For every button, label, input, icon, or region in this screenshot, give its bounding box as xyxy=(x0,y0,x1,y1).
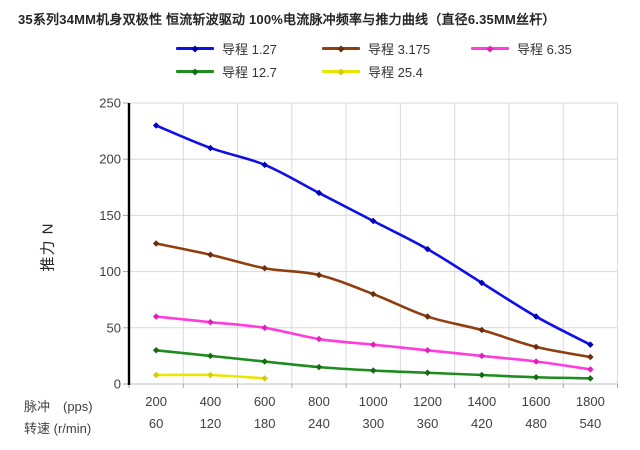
x-tick-label-pps: 800 xyxy=(308,394,330,409)
data-point-marker xyxy=(424,347,431,354)
data-point-marker xyxy=(315,363,323,371)
data-point-marker xyxy=(261,324,268,332)
legend-item-3: 导程 6.35 xyxy=(471,40,572,57)
x-tick-label-pps: 1200 xyxy=(413,394,442,409)
data-point-marker xyxy=(587,353,594,361)
y-tick-label: 150 xyxy=(99,208,121,223)
data-point-marker xyxy=(532,374,540,381)
y-tick-label: 100 xyxy=(99,264,121,279)
data-point-marker xyxy=(152,347,160,354)
y-axis-title: 推力 N xyxy=(39,222,57,272)
data-point-marker xyxy=(369,217,377,225)
series-2 xyxy=(152,240,594,361)
chart-title: 35系列34MM机身双极性 恒流斩波驱动 100%电流脉冲频率与推力曲线（直径6… xyxy=(18,12,556,27)
data-point-marker xyxy=(532,358,540,365)
data-point-marker xyxy=(315,271,323,279)
x-tick-label-rpm: 180 xyxy=(254,416,276,431)
legend-label: 导程 25.4 xyxy=(368,65,423,80)
x-tick-label-pps: 1800 xyxy=(576,394,605,409)
x-tick-labels-rpm: 60 120 180 240 300 360 420 480 540 xyxy=(149,416,601,431)
data-point-marker xyxy=(261,375,268,382)
x-tick-label-pps: 1600 xyxy=(522,394,551,409)
x-tick-label-pps: 400 xyxy=(200,394,222,409)
legend-label: 导程 1.27 xyxy=(222,42,277,57)
legend: 导程 1.27 导程 3.175 导程 6.35 导程 12.7 导程 25.4 xyxy=(0,36,640,84)
data-point-marker xyxy=(207,144,214,152)
y-tick-label: 200 xyxy=(99,152,121,167)
axes xyxy=(123,102,618,388)
data-point-marker xyxy=(152,240,160,247)
data-point-marker xyxy=(207,352,214,360)
legend-label: 导程 3.175 xyxy=(368,42,431,57)
legend-line-swatch xyxy=(471,44,509,53)
legend-item-4: 导程 12.7 xyxy=(176,63,277,80)
data-point-marker xyxy=(315,335,323,343)
data-point-marker xyxy=(261,161,268,169)
x-tick-label-pps: 600 xyxy=(254,394,276,409)
y-tick-label: 0 xyxy=(114,377,121,392)
x-axis-row2-label: 转速 (r/min) xyxy=(24,421,92,436)
series-1 xyxy=(152,122,594,348)
data-point-marker xyxy=(478,352,486,360)
x-tick-label-rpm: 360 xyxy=(417,416,439,431)
data-point-marker xyxy=(478,326,486,334)
legend-item-2: 导程 3.175 xyxy=(322,40,430,57)
data-point-marker xyxy=(478,371,486,379)
x-tick-label-rpm: 120 xyxy=(200,416,222,431)
x-tick-label-pps: 1400 xyxy=(467,394,496,409)
data-point-marker xyxy=(587,366,594,373)
data-point-marker xyxy=(587,375,594,382)
data-point-marker xyxy=(152,313,160,320)
data-point-marker xyxy=(369,367,377,374)
x-tick-label-rpm: 480 xyxy=(525,416,547,431)
data-point-marker xyxy=(424,313,431,320)
data-point-marker xyxy=(207,251,214,258)
x-tick-labels-pps: 200 400 600 800 1000 1200 1400 1600 1800 xyxy=(145,394,605,409)
data-point-marker xyxy=(369,290,377,298)
data-point-marker xyxy=(424,369,431,377)
x-tick-label-rpm: 540 xyxy=(580,416,602,431)
data-point-marker xyxy=(424,245,431,253)
x-tick-label-pps: 1000 xyxy=(359,394,388,409)
x-tick-label-rpm: 240 xyxy=(308,416,330,431)
x-axis-row1-label: 脉冲 (pps) xyxy=(24,399,93,414)
data-point-marker xyxy=(532,343,540,351)
x-tick-label-pps: 200 xyxy=(145,394,167,409)
data-point-marker xyxy=(369,341,377,348)
data-point-marker xyxy=(315,189,323,197)
series-5 xyxy=(152,371,268,382)
data-point-marker xyxy=(152,371,160,379)
legend-line-swatch xyxy=(322,44,360,53)
data-point-marker xyxy=(261,358,268,365)
data-point-marker xyxy=(207,318,214,326)
y-tick-labels: 0 50 100 150 200 250 xyxy=(99,96,121,392)
legend-label: 导程 12.7 xyxy=(222,65,277,80)
y-tick-label: 250 xyxy=(99,96,121,111)
x-tick-label-rpm: 420 xyxy=(471,416,493,431)
legend-line-swatch xyxy=(176,67,214,76)
legend-line-swatch xyxy=(176,44,214,53)
data-point-marker xyxy=(478,279,486,287)
legend-label: 导程 6.35 xyxy=(517,42,572,57)
legend-item-5: 导程 25.4 xyxy=(322,63,423,80)
data-point-marker xyxy=(152,122,160,129)
legend-item-1: 导程 1.27 xyxy=(176,40,277,57)
data-point-marker xyxy=(207,371,214,379)
legend-line-swatch xyxy=(322,67,360,76)
series-4 xyxy=(152,347,594,382)
y-tick-label: 50 xyxy=(107,320,121,335)
x-tick-label-rpm: 60 xyxy=(149,416,163,431)
gridlines xyxy=(129,102,618,384)
data-point-marker xyxy=(261,264,268,272)
x-tick-label-rpm: 300 xyxy=(362,416,384,431)
data-point-marker xyxy=(532,313,540,320)
series-3 xyxy=(152,313,594,373)
data-point-marker xyxy=(587,341,594,348)
